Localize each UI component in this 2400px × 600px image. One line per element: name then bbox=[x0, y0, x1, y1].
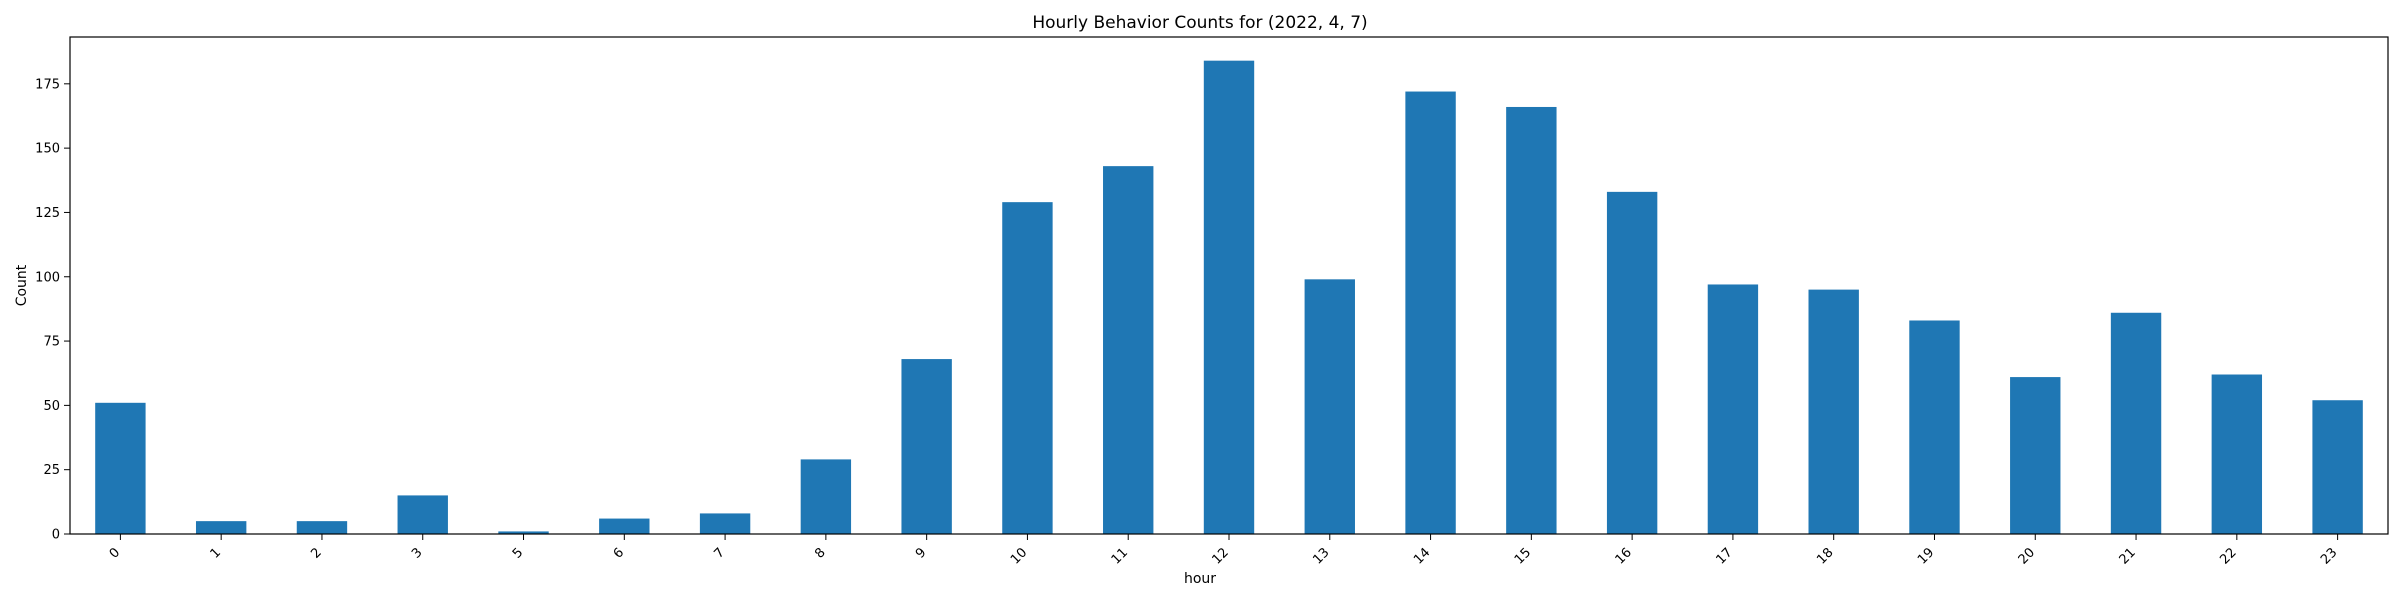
x-tick-label: 18 bbox=[1814, 545, 1836, 567]
y-tick-label: 50 bbox=[43, 399, 60, 414]
bar-hour-14 bbox=[1405, 91, 1456, 535]
x-axis: 0 1 2 3 5 6 7 8 9 10 11 12 13 14 15 16 17 18 19 20 21 22 23 bbox=[107, 534, 2340, 568]
bar-hour-8 bbox=[800, 459, 852, 534]
x-tick-label: 9 bbox=[913, 545, 929, 561]
bar-hour-6 bbox=[599, 518, 650, 534]
bar-hour-10 bbox=[1002, 202, 1053, 535]
bar-hour-2 bbox=[296, 521, 348, 534]
x-tick-label: 14 bbox=[1411, 545, 1433, 567]
x-tick-label: 13 bbox=[1310, 545, 1332, 567]
bar-hour-17 bbox=[1707, 284, 1759, 534]
x-tick-label: 16 bbox=[1613, 545, 1635, 567]
bar-hour-15 bbox=[1506, 106, 1557, 535]
y-tick-label: 125 bbox=[35, 206, 60, 221]
bar-hour-11 bbox=[1103, 166, 1154, 534]
bar-hour-18 bbox=[1808, 289, 1859, 534]
bar-hour-19 bbox=[1909, 320, 1960, 534]
bar-hour-22 bbox=[2211, 374, 2263, 534]
x-tick-label: 2 bbox=[308, 545, 324, 561]
bar-hour-13 bbox=[1304, 279, 1355, 534]
x-tick-label: 11 bbox=[1109, 545, 1131, 567]
x-tick-label: 21 bbox=[2117, 545, 2139, 567]
bar-hour-12 bbox=[1203, 60, 1255, 535]
y-axis-label: Count bbox=[14, 264, 30, 306]
y-tick-label: 100 bbox=[35, 270, 60, 285]
bar-hour-3 bbox=[397, 495, 448, 534]
bar-hour-23 bbox=[2312, 400, 2363, 534]
y-tick-label: 75 bbox=[43, 335, 60, 350]
x-tick-label: 22 bbox=[2217, 545, 2239, 567]
x-tick-label: 0 bbox=[107, 545, 123, 561]
bar-hour-5 bbox=[498, 531, 549, 534]
x-tick-label: 7 bbox=[711, 545, 727, 561]
bar-hour-1 bbox=[195, 521, 247, 534]
bar-hour-7 bbox=[699, 513, 751, 534]
bar-hour-0 bbox=[95, 402, 146, 534]
bars-group bbox=[95, 60, 2363, 535]
y-axis: 0 25 50 75 100 125 150 175 bbox=[35, 77, 70, 543]
x-axis-label: hour bbox=[1184, 571, 1216, 587]
x-tick-label: 17 bbox=[1713, 545, 1735, 567]
plot-frame bbox=[69, 36, 2389, 535]
bar-hour-20 bbox=[2010, 377, 2061, 534]
chart-title: Hourly Behavior Counts for (2022, 4, 7) bbox=[1032, 13, 1367, 33]
x-tick-label: 12 bbox=[1210, 545, 1232, 567]
y-tick-label: 0 bbox=[52, 528, 60, 543]
x-tick-label: 1 bbox=[208, 545, 224, 561]
x-tick-label: 10 bbox=[1008, 545, 1030, 567]
y-tick-label: 25 bbox=[43, 463, 60, 478]
x-tick-label: 3 bbox=[409, 545, 425, 561]
x-tick-label: 23 bbox=[2318, 545, 2340, 567]
x-tick-label: 19 bbox=[1915, 545, 1937, 567]
y-tick-label: 150 bbox=[35, 142, 60, 157]
y-tick-label: 175 bbox=[35, 77, 60, 92]
x-tick-label: 6 bbox=[611, 545, 627, 561]
bar-hour-9 bbox=[901, 359, 952, 534]
x-tick-label: 5 bbox=[510, 545, 526, 561]
bar-hour-16 bbox=[1606, 191, 1658, 535]
x-tick-label: 15 bbox=[1512, 545, 1534, 567]
x-tick-label: 20 bbox=[2016, 545, 2038, 567]
bar-hour-21 bbox=[2110, 312, 2162, 534]
x-tick-label: 8 bbox=[812, 545, 828, 561]
